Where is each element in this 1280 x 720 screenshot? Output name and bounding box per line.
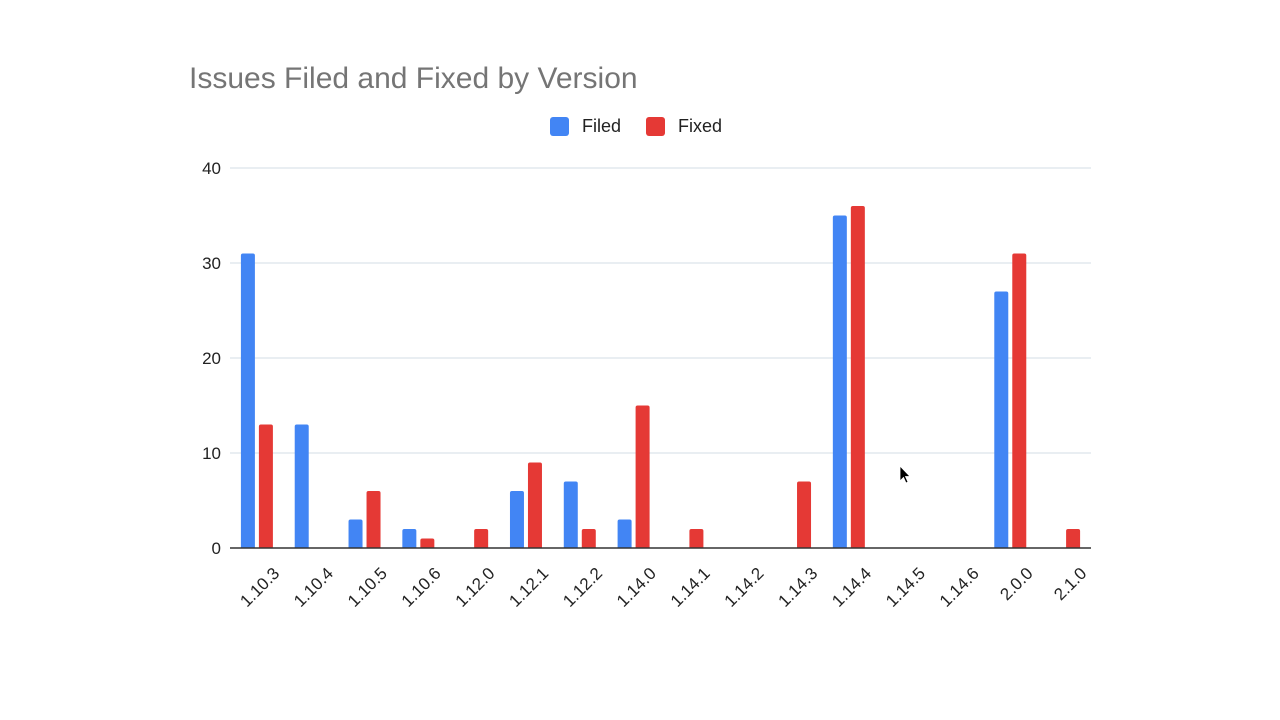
x-tick-label: 1.10.3	[236, 564, 283, 611]
bar-fixed-1-14-1	[689, 529, 704, 548]
legend-label-fixed: Fixed	[678, 116, 723, 136]
x-tick-label: 2.0.0	[996, 564, 1036, 604]
bar-filed-2-0-0	[994, 291, 1009, 548]
bar-fixed-1-12-0	[474, 529, 489, 548]
bar-fixed-1-14-4	[850, 206, 865, 548]
x-axis-ticks: 1.10.3 1.10.4 1.10.5 1.10.6 1.12.0 1.12.1 1.12…	[236, 564, 1090, 611]
x-tick-label: 1.14.3	[774, 564, 821, 611]
y-axis-ticks: 0 10 20 30 40	[202, 159, 221, 558]
mouse-cursor-icon	[899, 465, 911, 484]
bar-filed-1-10-3	[240, 253, 255, 548]
legend-swatch-filed	[550, 117, 569, 136]
chart-title: Issues Filed and Fixed by Version	[189, 62, 638, 95]
bar-fixed-1-12-2	[581, 529, 596, 548]
bar-fixed-2-1-0	[1066, 529, 1081, 548]
bar-fixed-1-10-3	[258, 424, 273, 548]
bar-filed-1-14-0	[617, 519, 632, 548]
x-tick-label: 1.10.5	[344, 564, 391, 611]
x-tick-label: 1.12.2	[559, 564, 606, 611]
x-tick-label: 1.14.6	[936, 564, 983, 611]
y-tick-label: 10	[202, 444, 221, 463]
bar-fixed-1-12-1	[527, 462, 542, 548]
x-tick-label: 1.14.2	[721, 564, 768, 611]
legend-item-filed: Filed	[550, 116, 621, 137]
legend-label-filed: Filed	[582, 116, 622, 136]
x-tick-label: 1.14.1	[667, 564, 714, 611]
bars	[240, 206, 1081, 548]
bar-fixed-1-10-5	[366, 491, 381, 548]
y-tick-label: 30	[202, 254, 221, 273]
x-tick-label: 2.1.0	[1050, 564, 1090, 604]
bar-fixed-1-10-6	[420, 538, 435, 548]
legend: Filed Fixed	[550, 116, 747, 137]
x-tick-label: 1.12.0	[452, 564, 499, 611]
bar-filed-1-10-6	[402, 529, 417, 548]
y-tick-label: 20	[202, 349, 221, 368]
bar-fixed-1-14-0	[635, 405, 650, 548]
x-tick-label: 1.12.1	[505, 564, 552, 611]
bar-filed-1-12-2	[563, 481, 578, 548]
y-tick-label: 0	[212, 539, 221, 558]
legend-swatch-fixed	[646, 117, 666, 136]
bar-filed-1-14-4	[832, 215, 847, 548]
x-tick-label: 1.14.4	[828, 564, 875, 611]
x-tick-label: 1.10.4	[290, 564, 337, 611]
bar-fixed-1-14-3	[797, 481, 812, 548]
y-tick-label: 40	[202, 159, 221, 178]
bar-filed-1-12-1	[509, 491, 524, 548]
x-tick-label: 1.14.5	[882, 564, 929, 611]
legend-item-fixed: Fixed	[646, 116, 722, 137]
bar-fixed-2-0-0	[1012, 253, 1027, 548]
x-tick-label: 1.10.6	[398, 564, 445, 611]
x-tick-label: 1.14.0	[613, 564, 660, 611]
bar-filed-1-10-4	[294, 424, 309, 548]
bar-filed-1-10-5	[348, 519, 363, 548]
gridlines	[230, 167, 1091, 454]
